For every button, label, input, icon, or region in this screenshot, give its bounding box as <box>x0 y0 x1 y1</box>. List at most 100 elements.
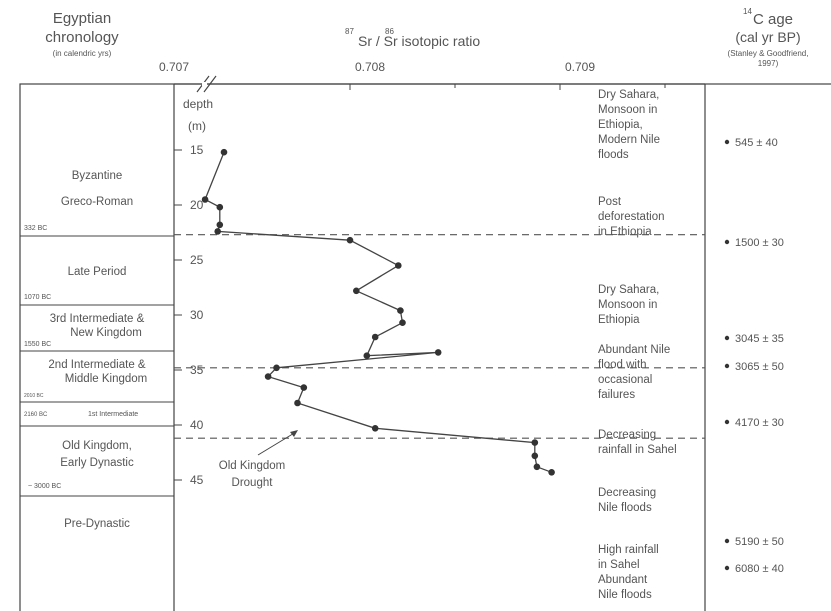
c14-bullet <box>724 335 730 341</box>
c14-title: C age <box>753 11 793 28</box>
egypt-title-line2: chronology <box>45 29 119 46</box>
data-point <box>216 203 224 211</box>
climate-notes: Dry Sahara, Monsoon in Ethiopia, Modern Nil… <box>598 89 677 601</box>
data-point <box>434 349 442 356</box>
x-tick-label: 0.707 <box>159 60 189 74</box>
period-label-new-kingdom: New Kingdom <box>70 327 142 339</box>
y-tick-label: 35 <box>190 363 204 377</box>
data-point <box>300 384 308 391</box>
data-point <box>353 287 360 295</box>
data-point <box>397 307 404 314</box>
annotation-line2: Drought <box>232 477 274 489</box>
data-point <box>371 333 379 341</box>
climate-note-line: in Sahel <box>598 559 640 571</box>
sr-series-line <box>204 151 552 473</box>
y-axis-unit: (m) <box>188 119 206 133</box>
annotation-arrow-line <box>257 431 297 456</box>
y-axis-label: depth <box>183 97 213 111</box>
c14-source-line1: (Stanley & Goodfriend, <box>728 49 809 58</box>
climate-note-line: Monsoon in <box>598 299 657 311</box>
data-point <box>531 452 539 460</box>
period-label-greco-roman: Greco-Roman <box>61 196 133 208</box>
period-label-byzantine: Byzantine <box>72 170 123 182</box>
period-date: 2160 BC <box>24 412 48 418</box>
c14-bullet <box>724 139 730 145</box>
data-point <box>531 439 539 446</box>
c14-age-value: 5190 ± 50 <box>735 536 784 548</box>
data-point <box>533 463 541 471</box>
climate-note-line: Nile floods <box>598 502 652 514</box>
data-point <box>346 236 354 244</box>
period-date: 1550 BC <box>24 341 51 348</box>
c14-unit: (cal yr BP) <box>735 29 800 45</box>
egypt-subtitle: (in calendric yrs) <box>53 49 112 58</box>
data-point <box>294 399 301 407</box>
c14-source-line2: 1997) <box>758 59 779 68</box>
period-label-early-dynastic: Early Dynastic <box>60 457 134 469</box>
period-date: 1070 BC <box>24 294 51 301</box>
data-point <box>201 196 209 203</box>
climate-note-line: Ethiopia, <box>598 119 643 131</box>
data-point <box>216 221 224 229</box>
period-label-middle-kingdom: Middle Kingdom <box>65 373 147 385</box>
c14-age-value: 545 ± 40 <box>735 137 778 149</box>
climate-note-line: Dry Sahara, <box>598 284 659 296</box>
climate-note-line: Decreasing <box>598 487 656 499</box>
climate-note-line: Post <box>598 196 622 208</box>
climate-note-line: Ethiopia <box>598 314 640 326</box>
data-point <box>395 262 402 269</box>
climate-note-line: Abundant <box>598 574 648 586</box>
climate-note-line: Nile floods <box>598 589 652 601</box>
c14-age-value: 6080 ± 40 <box>735 563 784 575</box>
period-label-3rd-intermediate: 3rd Intermediate & <box>50 313 145 325</box>
y-tick-label: 25 <box>190 253 204 267</box>
climate-note-line: floods <box>598 149 629 161</box>
sr-sup-86: 86 <box>385 27 394 36</box>
period-date: ~ 3000 BC <box>28 483 61 490</box>
sr-sup-87: 87 <box>345 27 354 36</box>
climate-note-line: occasional <box>598 374 652 386</box>
dashed-boundaries <box>174 234 705 439</box>
x-tick-label: 0.708 <box>355 60 385 74</box>
y-tick-label: 45 <box>190 473 204 487</box>
figure-frame <box>19 83 831 611</box>
period-label-2nd-intermediate: 2nd Intermediate & <box>48 359 146 371</box>
c14-bullet <box>724 538 730 544</box>
climate-note-line: Abundant Nile <box>598 344 670 356</box>
c14-bullet <box>724 419 730 425</box>
period-label-late: Late Period <box>68 266 127 278</box>
x-tick-label: 0.709 <box>565 60 595 74</box>
c14-ages: 545 ± 40 1500 ± 30 3045 ± 35 3065 ± 50 4170 … <box>724 137 784 575</box>
climate-note-line: Dry Sahara, <box>598 89 659 101</box>
data-point <box>273 364 280 372</box>
c14-sup: 14 <box>743 7 752 16</box>
annotation-arrowhead <box>290 430 298 437</box>
period-label-old-kingdom: Old Kingdom, <box>62 440 132 452</box>
c14-age-value: 3045 ± 35 <box>735 333 784 345</box>
climate-note-line: High rainfall <box>598 544 659 556</box>
climate-note-line: Decreasing <box>598 429 656 441</box>
period-date: 2010 BC <box>24 393 44 399</box>
y-tick-label: 15 <box>190 143 204 157</box>
period-label-1st-intermediate: 1st Intermediate <box>88 411 138 418</box>
sr-series-points <box>201 148 555 476</box>
c14-age-value: 4170 ± 30 <box>735 417 784 429</box>
egypt-title-line1: Egyptian <box>53 10 111 27</box>
y-tick-label: 20 <box>190 198 204 212</box>
x-axis-break <box>196 75 217 93</box>
c14-bullet <box>724 363 730 369</box>
climate-note-line: deforestation <box>598 211 665 223</box>
c14-bullet <box>724 565 730 571</box>
climate-note-line: failures <box>598 389 635 401</box>
c14-age-value: 3065 ± 50 <box>735 361 784 373</box>
period-date: 332 BC <box>24 225 47 232</box>
climate-note-line: in Ethiopia <box>598 226 652 238</box>
c14-bullet <box>724 239 730 245</box>
data-point <box>371 425 379 432</box>
data-point <box>399 319 406 327</box>
data-point <box>363 352 371 360</box>
climate-note-line: Monsoon in <box>598 104 657 116</box>
y-tick-label: 30 <box>190 308 204 322</box>
y-axis-ticks: 15 20 25 30 35 40 45 <box>174 143 204 487</box>
